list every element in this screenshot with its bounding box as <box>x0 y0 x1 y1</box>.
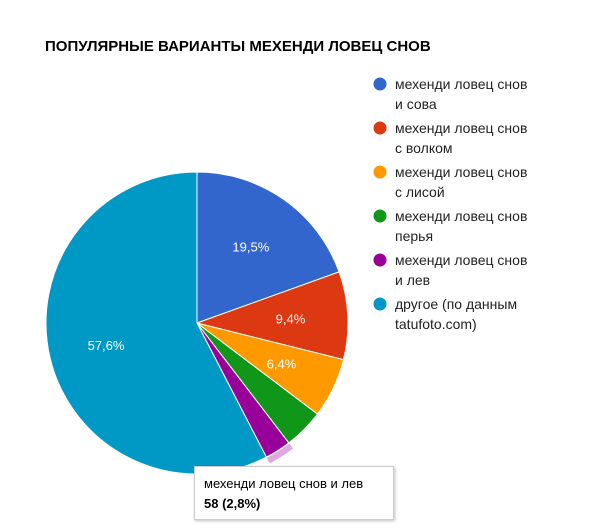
slice-value-label: 19,5% <box>232 239 269 254</box>
legend: мехенди ловец снов и сова мехенди ловец сн… <box>373 76 528 332</box>
legend-label: мехенди ловец снов с лисой <box>395 164 527 200</box>
pie-slice-0[interactable] <box>196 171 340 324</box>
legend-item-0[interactable]: мехенди ловец снов и сова <box>373 76 528 112</box>
slice-tooltip: мехенди ловец снов и лев 58 (2,8%) <box>194 466 394 520</box>
slice-value-label: 6,4% <box>267 356 297 371</box>
slice-value-label: 9,4% <box>276 311 306 326</box>
legend-item-3[interactable]: мехенди ловец снов перья <box>373 208 528 244</box>
legend-swatch <box>373 165 387 179</box>
legend-swatch <box>373 209 387 223</box>
legend-label: мехенди ловец снов с волком <box>395 120 527 156</box>
legend-swatch <box>373 297 387 311</box>
chart-title: ПОПУЛЯРНЫЕ ВАРИАНТЫ МЕХЕНДИ ЛОВЕЦ СНОВ <box>45 38 431 55</box>
legend-item-1[interactable]: мехенди ловец снов с волком <box>373 120 528 156</box>
legend-label: мехенди ловец снов перья <box>395 208 527 244</box>
tooltip-name: мехенди ловец снов и лев <box>204 476 364 491</box>
legend-swatch <box>373 253 387 267</box>
legend-swatch <box>373 77 387 91</box>
slice-highlight-ring <box>266 443 294 464</box>
legend-swatch <box>373 121 387 135</box>
legend-item-4[interactable]: мехенди ловец снов и лев <box>373 252 528 288</box>
pie-slice-1[interactable] <box>195 271 349 361</box>
legend-label: другое (по данным tatufoto.com) <box>395 296 517 332</box>
legend-label: мехенди ловец снов и лев <box>395 252 527 288</box>
legend-label: мехенди ловец снов и сова <box>395 76 527 112</box>
legend-item-5[interactable]: другое (по данным tatufoto.com) <box>373 296 518 332</box>
tooltip-value: 58 (2,8%) <box>204 496 261 511</box>
slice-value-label: 57,6% <box>88 338 125 353</box>
pie-slices: 19,5% 9,4% 6,4% 57,6% <box>45 171 349 475</box>
legend-item-2[interactable]: мехенди ловец снов с лисой <box>373 164 528 200</box>
pie-slice-5[interactable] <box>45 171 268 475</box>
